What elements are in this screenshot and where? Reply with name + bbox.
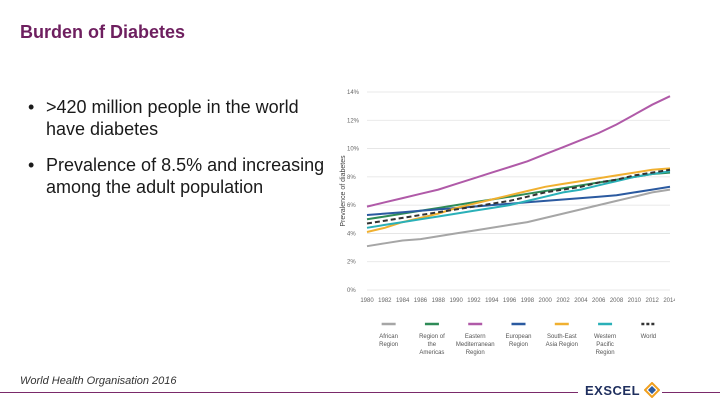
bullet-item: • >420 million people in the world have d… (28, 96, 328, 140)
y-tick-label: 4% (347, 231, 356, 237)
x-tick-label: 1980 (360, 298, 374, 304)
source-citation: World Health Organisation 2016 (20, 375, 177, 387)
series-line (366, 188, 671, 248)
legend-label: Western Pacific Region (594, 334, 616, 356)
series-line (366, 167, 671, 233)
bullet-text: Prevalence of 8.5% and increasing among … (46, 155, 325, 197)
x-tick-label: 1990 (449, 298, 463, 304)
series-line (366, 185, 671, 216)
x-tick-label: 2010 (628, 298, 642, 304)
bullet-item: • Prevalence of 8.5% and increasing among… (28, 154, 328, 198)
bullet-dot-icon: • (28, 155, 35, 175)
x-tick-label: 1996 (503, 298, 517, 304)
diabetes-prevalence-chart: 0% 2% 4% 6% 8% 10% 12% 14% Prevalence of diabete… (340, 90, 675, 356)
bullet-dot-icon: • (28, 97, 35, 117)
series-line (366, 170, 671, 229)
y-tick-label: 12% (347, 118, 360, 124)
legend-label: African Region (379, 334, 398, 348)
x-tick-label: 2008 (610, 298, 624, 304)
y-tick-label: 8% (347, 175, 356, 181)
x-tick-label: 2014 (663, 298, 675, 304)
x-tick-label: 1986 (414, 298, 428, 304)
x-tick-label: 1992 (467, 298, 481, 304)
y-axis-label: Prevalence of diabetes (340, 155, 347, 227)
x-tick-label: 1998 (521, 298, 535, 304)
bullet-text: >420 million people in the world have di… (46, 97, 299, 139)
series-line (366, 168, 671, 225)
legend-label: South-East Asia Region (546, 334, 578, 348)
y-tick-label: 0% (347, 288, 356, 294)
bullet-list: • >420 million people in the world have d… (28, 96, 328, 212)
x-tick-label: 1984 (396, 298, 410, 304)
logo-mark-icon (644, 382, 661, 398)
x-tick-label: 2004 (574, 298, 588, 304)
series-line (366, 95, 671, 208)
x-tick-label: 2006 (592, 298, 606, 304)
x-tick-label: 1988 (432, 298, 446, 304)
x-tick-label: 2002 (556, 298, 570, 304)
legend-label: Region of the Americas (419, 334, 445, 356)
legend-label: Eastern Mediterranean Region (456, 334, 495, 356)
logo-text: EXSCEL (585, 382, 641, 398)
legend-label: European Region (505, 334, 531, 348)
y-tick-label: 6% (347, 203, 356, 209)
x-tick-label: 1994 (485, 298, 499, 304)
y-tick-label: 14% (347, 90, 360, 96)
footer-divider (662, 392, 720, 393)
y-tick-label: 10% (347, 147, 360, 153)
y-tick-label: 2% (347, 260, 356, 266)
x-tick-label: 2012 (645, 298, 659, 304)
footer-divider (0, 392, 578, 393)
x-tick-label: 1982 (378, 298, 392, 304)
slide-title: Burden of Diabetes (20, 22, 186, 42)
x-tick-label: 2000 (539, 298, 553, 304)
legend-label: World (641, 334, 657, 340)
exscel-logo: EXSCEL (585, 382, 661, 398)
